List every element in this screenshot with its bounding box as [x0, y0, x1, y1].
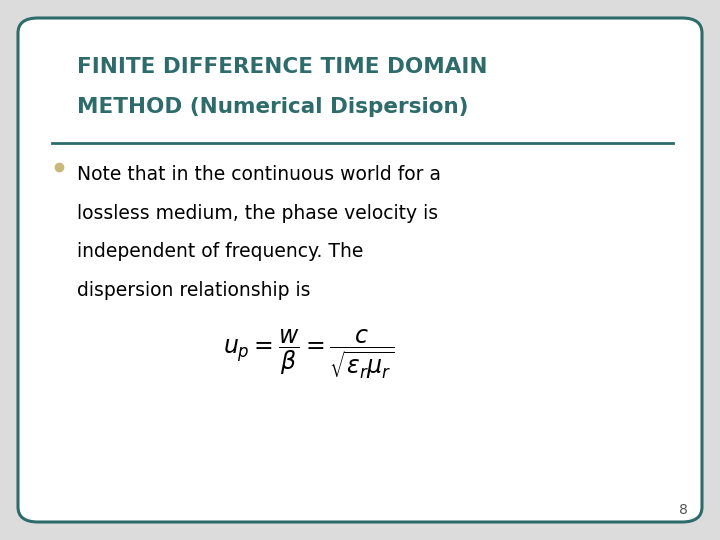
Text: $u_p = \dfrac{w}{\beta} = \dfrac{c}{\sqrt{\varepsilon_r \mu_r}}$: $u_p = \dfrac{w}{\beta} = \dfrac{c}{\sqr… [223, 327, 395, 381]
Text: dispersion relationship is: dispersion relationship is [77, 281, 310, 300]
Text: lossless medium, the phase velocity is: lossless medium, the phase velocity is [77, 204, 438, 222]
Text: Note that in the continuous world for a: Note that in the continuous world for a [77, 165, 441, 184]
Text: FINITE DIFFERENCE TIME DOMAIN: FINITE DIFFERENCE TIME DOMAIN [77, 57, 487, 77]
Text: 8: 8 [679, 503, 688, 517]
Text: METHOD (Numerical Dispersion): METHOD (Numerical Dispersion) [77, 97, 469, 117]
FancyBboxPatch shape [18, 18, 702, 522]
Text: independent of frequency. The: independent of frequency. The [77, 242, 364, 261]
